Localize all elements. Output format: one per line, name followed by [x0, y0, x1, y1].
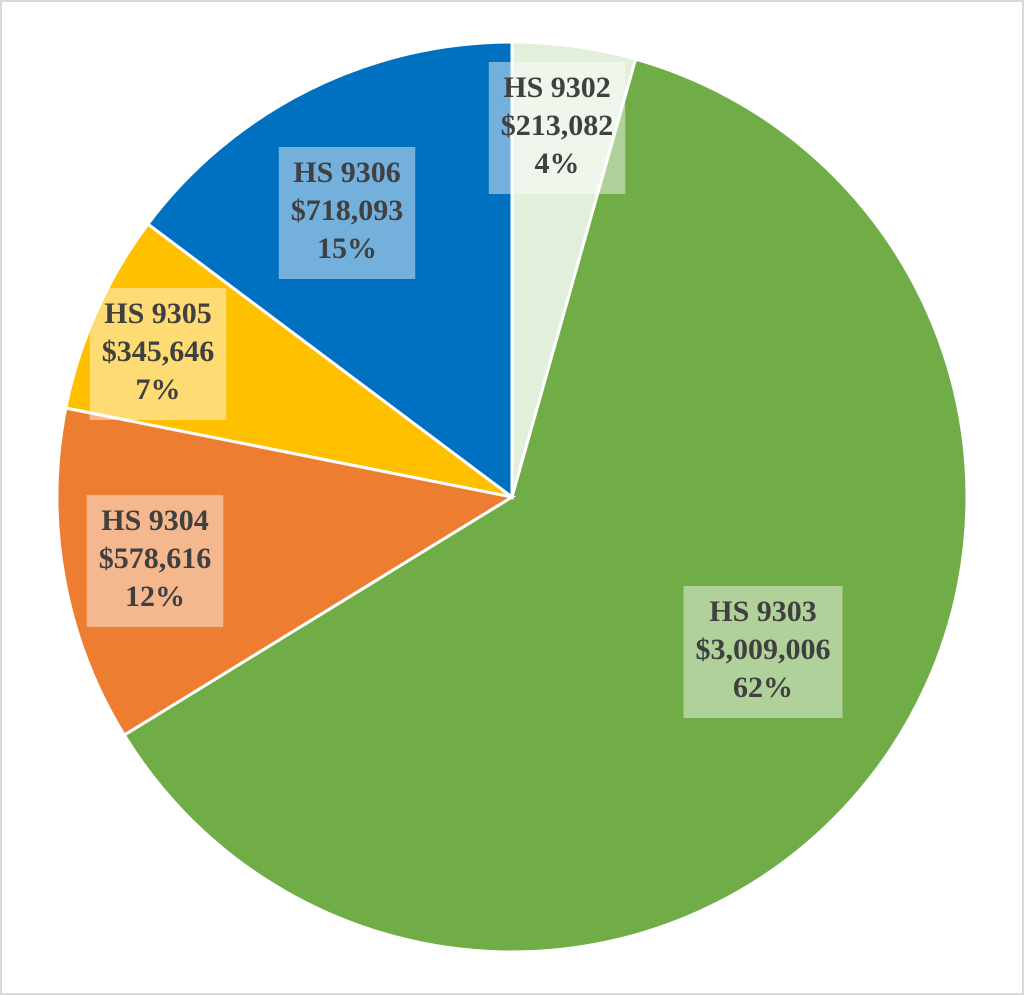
pie-slice [145, 40, 514, 500]
pie-slice [122, 57, 969, 954]
value-label: $578,616 [99, 542, 212, 575]
value-label: $718,093 [291, 194, 404, 227]
value-label: $345,646 [102, 335, 215, 368]
data-label: HS 9302 $213,082 4% [488, 62, 626, 194]
value-label: $3,009,006 [696, 633, 831, 666]
category-label: HS 9304 [101, 504, 209, 537]
data-label: HS 9306 $718,093 15% [278, 147, 416, 279]
data-label: HS 9305 $345,646 7% [89, 288, 227, 420]
label-box [86, 495, 224, 627]
category-label: HS 9302 [503, 71, 611, 104]
label-box [683, 586, 843, 718]
label-box [89, 288, 227, 420]
category-label: HS 9305 [104, 297, 212, 330]
data-label: HS 9303 $3,009,006 62% [683, 586, 843, 718]
label-box [278, 147, 416, 279]
percent-label: 7% [136, 373, 181, 406]
percent-label: 4% [535, 147, 580, 180]
data-label: HS 9304 $578,616 12% [86, 495, 224, 627]
percent-label: 15% [317, 232, 377, 265]
category-label: HS 9306 [293, 156, 401, 189]
category-label: HS 9303 [709, 595, 817, 628]
value-label: $213,082 [501, 109, 614, 142]
percent-label: 12% [125, 580, 185, 613]
pie-slice [55, 406, 517, 738]
slices [55, 40, 969, 954]
percent-label: 62% [733, 671, 793, 704]
label-box [488, 62, 626, 194]
pie-slice [64, 221, 513, 499]
